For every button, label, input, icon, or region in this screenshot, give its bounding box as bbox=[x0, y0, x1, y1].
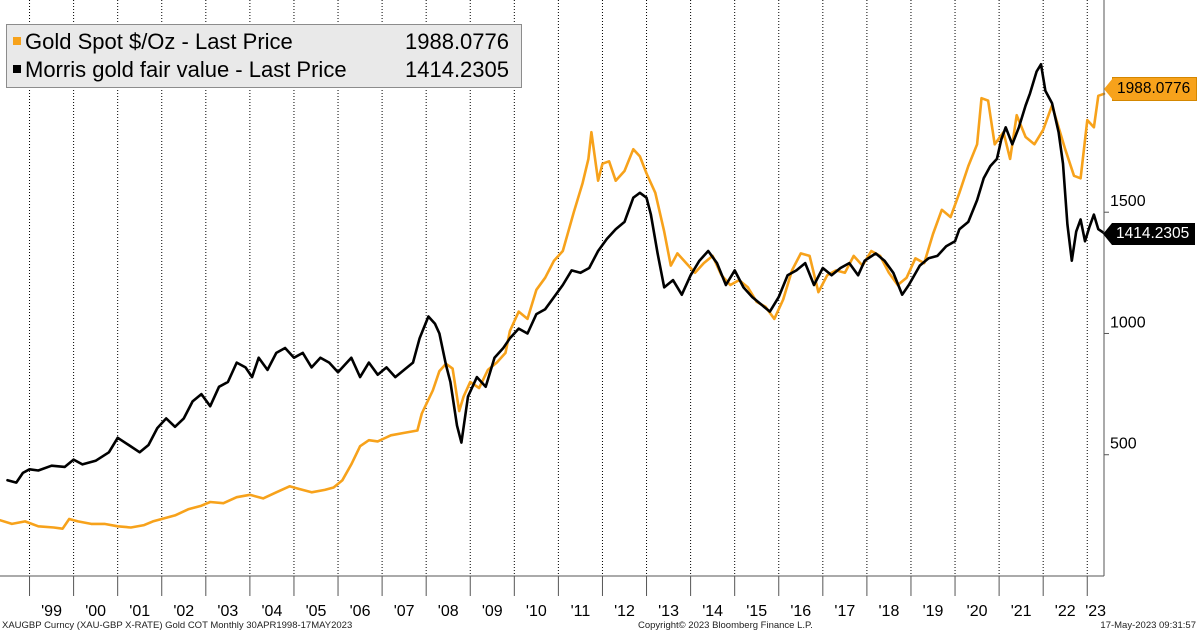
x-tick-label: '11 bbox=[571, 603, 591, 620]
grid-layer bbox=[29, 0, 1088, 576]
x-tick-label: '08 bbox=[438, 603, 459, 620]
x-tick-label: '15 bbox=[746, 603, 767, 620]
x-tick-label: '18 bbox=[878, 603, 899, 620]
legend-label-gold-spot: Gold Spot $/Oz - Last Price bbox=[25, 29, 293, 54]
x-tick-label: '07 bbox=[394, 603, 415, 620]
y-tick-label: 1000 bbox=[1110, 314, 1146, 331]
x-tick-label: '06 bbox=[350, 603, 371, 620]
last-price-value-morris-fair-value: 1414.2305 bbox=[1116, 225, 1190, 242]
x-tick-label: '13 bbox=[658, 603, 679, 620]
x-tick-label: '14 bbox=[702, 603, 723, 620]
footer-timestamp: 17-May-2023 09:31:57 bbox=[1100, 620, 1196, 631]
x-tick-label: '99 bbox=[41, 603, 62, 620]
last-price-tag-morris-fair-value: 1414.2305 bbox=[1103, 223, 1196, 245]
legend-swatch-gold-spot bbox=[13, 37, 21, 46]
x-tick-label: '00 bbox=[85, 603, 106, 620]
y-tick-label: 1500 bbox=[1110, 193, 1146, 210]
x-tick-label: '03 bbox=[217, 603, 238, 620]
legend-value-morris-fair-value: 1414.2305 bbox=[405, 57, 509, 82]
last-price-tag-gold-spot: 1988.0776 bbox=[1104, 77, 1198, 101]
x-tick-label: '16 bbox=[790, 603, 811, 620]
legend-entry-morris-fair-value: Morris gold fair value - Last Price 1414… bbox=[13, 56, 509, 84]
x-tick-label: '05 bbox=[306, 603, 327, 620]
x-tick-label: '10 bbox=[526, 603, 547, 620]
x-tick-label: '23 bbox=[1085, 603, 1106, 620]
plot-background bbox=[0, 0, 1104, 576]
last-price-tag-pointer-black bbox=[1103, 223, 1112, 245]
x-tick-label: '21 bbox=[1011, 603, 1032, 620]
last-price-value-gold-spot: 1988.0776 bbox=[1117, 80, 1191, 97]
legend: Gold Spot $/Oz - Last Price 1988.0776 Mo… bbox=[6, 24, 522, 88]
x-tick-label: '22 bbox=[1055, 603, 1076, 620]
legend-swatch-morris-fair-value bbox=[13, 65, 21, 74]
series-line-morris-fair-value bbox=[6, 63, 1106, 484]
footer-source: XAUGBP Curncy (XAU-GBP X-RATE) Gold COT … bbox=[2, 620, 353, 631]
footer-copyright: Copyright© 2023 Bloomberg Finance L.P. bbox=[638, 620, 813, 631]
axis-layer: '99 '00 '01 '02 '03 '04 '05 '06 '07 '08 '09 '10 '11 '… bbox=[0, 0, 1146, 620]
series-layer bbox=[0, 63, 1106, 530]
x-tick-label: '20 bbox=[967, 603, 988, 620]
x-tick-label: '09 bbox=[482, 603, 503, 620]
x-tick-label: '04 bbox=[261, 603, 282, 620]
legend-label-morris-fair-value: Morris gold fair value - Last Price bbox=[25, 57, 347, 82]
x-tick-label: '02 bbox=[173, 603, 194, 620]
x-tick-label: '01 bbox=[129, 603, 150, 620]
x-tick-label: '17 bbox=[834, 603, 855, 620]
legend-value-gold-spot: 1988.0776 bbox=[405, 29, 509, 54]
last-price-tag-pointer-gold bbox=[1104, 78, 1113, 100]
x-tick-label: '19 bbox=[923, 603, 944, 620]
legend-entry-gold-spot: Gold Spot $/Oz - Last Price 1988.0776 bbox=[13, 28, 509, 56]
x-tick-label: '12 bbox=[614, 603, 635, 620]
series-line-gold-spot bbox=[0, 92, 1106, 530]
y-tick-label: 500 bbox=[1110, 436, 1137, 453]
